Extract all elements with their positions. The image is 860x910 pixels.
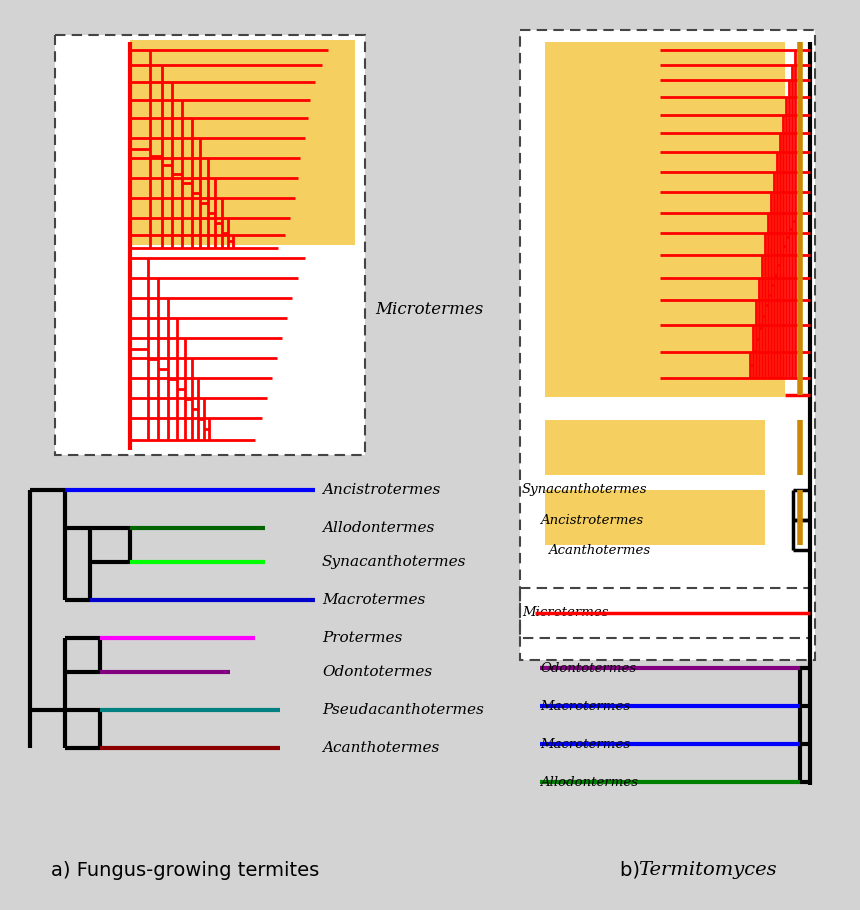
Text: Odontotermes: Odontotermes — [322, 665, 433, 679]
Text: Synacanthotermes: Synacanthotermes — [522, 483, 648, 497]
Text: Acanthotermes: Acanthotermes — [548, 543, 650, 557]
Bar — [545, 42, 785, 397]
Bar — [130, 40, 355, 245]
Text: Termitomyces: Termitomyces — [638, 861, 777, 879]
Text: Allodontermes: Allodontermes — [322, 521, 434, 535]
Text: Protermes: Protermes — [322, 631, 402, 645]
Text: Allodontermes: Allodontermes — [540, 775, 638, 788]
Text: b): b) — [620, 861, 646, 879]
Bar — [545, 490, 765, 545]
Bar — [55, 35, 365, 455]
Text: Odontotermes: Odontotermes — [540, 662, 636, 674]
Bar — [520, 588, 810, 638]
Text: Pseudacanthotermes: Pseudacanthotermes — [322, 703, 484, 717]
Text: Ancistrotermes: Ancistrotermes — [322, 483, 440, 497]
Text: Macrotermes: Macrotermes — [322, 593, 426, 607]
Text: Synacanthotermes: Synacanthotermes — [322, 555, 466, 569]
Text: Microtermes: Microtermes — [375, 301, 483, 318]
Bar — [520, 30, 815, 660]
Text: Microtermes: Microtermes — [522, 606, 609, 620]
Text: Macrotermes: Macrotermes — [540, 700, 630, 713]
Bar — [545, 420, 765, 475]
Text: Acanthotermes: Acanthotermes — [322, 741, 439, 755]
Text: Macrotermes: Macrotermes — [540, 737, 630, 751]
Text: Ancistrotermes: Ancistrotermes — [540, 513, 643, 527]
Text: a) Fungus-growing termites: a) Fungus-growing termites — [51, 861, 319, 879]
